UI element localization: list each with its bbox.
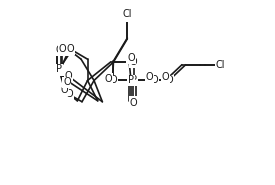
Text: O: O [150,75,158,85]
Text: P: P [56,64,62,74]
Text: O: O [63,77,71,87]
Text: O: O [66,44,74,54]
Text: O: O [105,74,112,84]
Text: O: O [130,57,138,67]
Text: O: O [127,53,135,63]
Text: P: P [131,75,137,85]
Text: O: O [65,89,73,99]
Text: P: P [57,65,63,75]
Text: O: O [64,71,72,81]
Text: O: O [130,98,138,108]
Text: Cl: Cl [218,60,227,70]
Text: Cl: Cl [123,11,132,21]
Text: Cl: Cl [123,9,132,19]
Text: O: O [110,75,117,85]
Text: P: P [128,75,134,85]
Text: O: O [60,85,68,95]
Text: O: O [59,44,66,54]
Text: O: O [161,72,169,82]
Text: O: O [165,75,173,85]
Text: O: O [146,72,153,82]
Text: O: O [130,97,138,107]
Text: O: O [65,45,73,55]
Text: O: O [56,45,64,55]
Text: Cl: Cl [216,60,225,70]
